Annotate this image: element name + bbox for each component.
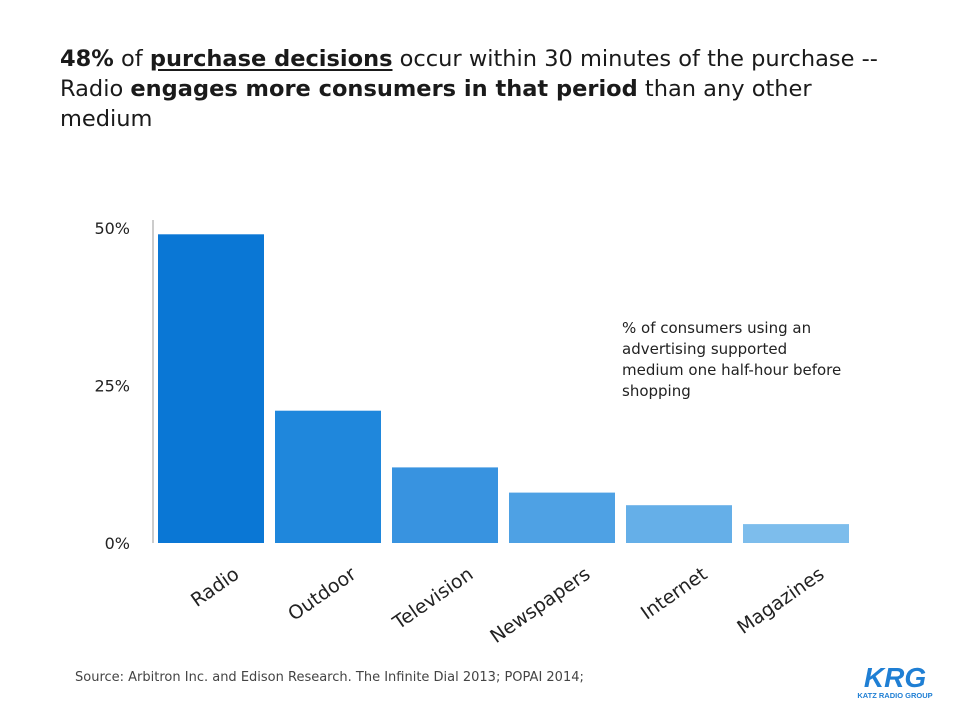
x-tick-label: Radio — [187, 563, 243, 612]
source-note: Source: Arbitron Inc. and Edison Researc… — [75, 670, 584, 685]
chart-annotation: % of consumers using an advertising supp… — [622, 319, 842, 400]
krg-logo: KRG KATZ RADIO GROUP — [857, 663, 932, 700]
bar-internet — [626, 505, 732, 543]
x-tick-label: Newspapers — [486, 563, 594, 648]
x-tick-label: Television — [388, 563, 477, 635]
x-tick-label: Internet — [637, 563, 711, 624]
title-engages: engages more consumers in that period — [130, 76, 638, 102]
x-tick-label: Magazines — [733, 563, 828, 639]
bar-television — [392, 467, 498, 543]
bar-radio — [158, 234, 264, 544]
bar-magazines — [743, 524, 849, 543]
page-title: 48% of purchase decisions occur within 3… — [60, 44, 890, 134]
title-text-1: of — [113, 46, 150, 72]
logo-subtext: KATZ RADIO GROUP — [857, 691, 932, 700]
y-tick-label: 0% — [105, 534, 130, 553]
title-text-2: occur within 30 minutes of the purchase … — [60, 46, 878, 102]
logo-text: KRG — [864, 663, 926, 693]
bar-newspapers — [509, 492, 615, 543]
bar-outdoor — [275, 410, 381, 543]
y-tick-label: 50% — [94, 219, 130, 238]
title-purchase-decisions: purchase decisions — [149, 46, 393, 72]
x-tick-label: Outdoor — [284, 563, 360, 626]
y-tick-label: 25% — [94, 377, 130, 396]
title-text-3: than any other medium — [60, 76, 812, 132]
title-percentage: 48% — [60, 46, 114, 72]
